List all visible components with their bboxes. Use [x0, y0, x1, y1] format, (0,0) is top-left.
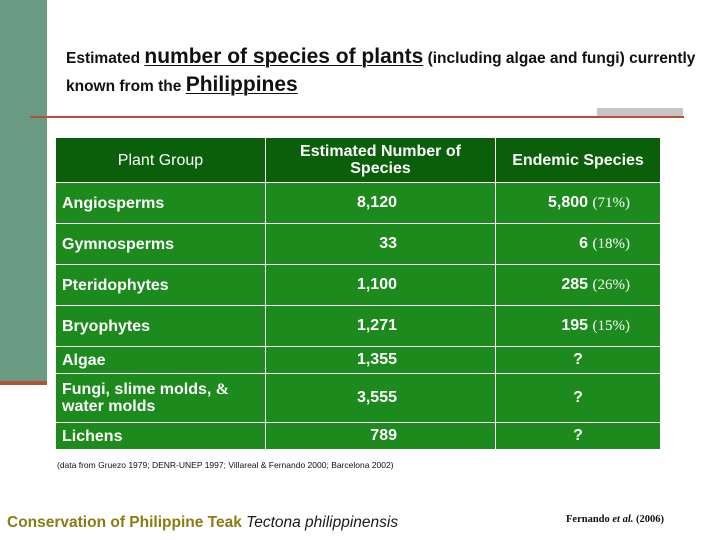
cell-plant-group: Gymnosperms	[55, 223, 266, 265]
endemic-percent: (71%)	[592, 195, 631, 211]
species-table: Plant Group Estimated Number of Species …	[55, 137, 661, 450]
header-plant-group: Plant Group	[55, 137, 266, 183]
table-row: Bryophytes 1,271 195 (15%)	[55, 305, 661, 347]
cell-endemic: ?	[495, 373, 661, 423]
title-divider	[30, 116, 684, 118]
header-estimated-number: Estimated Number of Species	[265, 137, 496, 183]
table-row: Fungi, slime molds, & water molds 3,555 ?	[55, 373, 661, 423]
cell-plant-group: Fungi, slime molds, & water molds	[55, 373, 266, 423]
header-endemic-species: Endemic Species	[495, 137, 661, 183]
cell-plant-group: Bryophytes	[55, 305, 266, 347]
credit-etal: et al.	[612, 514, 634, 525]
cell-endemic: 195 (15%)	[495, 305, 661, 347]
cell-species-count: 33	[265, 223, 496, 265]
cell-endemic: 5,800 (71%)	[495, 182, 661, 224]
endemic-count: 195	[561, 317, 589, 334]
footer-scientific-name: Tectona philippinensis	[246, 514, 399, 531]
credit-author: Fernando	[566, 514, 613, 525]
cell-endemic: 6 (18%)	[495, 223, 661, 265]
cell-plant-group: Lichens	[55, 422, 266, 450]
cell-species-count: 789	[265, 422, 496, 450]
table-row: Algae 1,355 ?	[55, 346, 661, 374]
cell-endemic: ?	[495, 422, 661, 450]
cell-species-count: 3,555	[265, 373, 496, 423]
cell-endemic: 285 (26%)	[495, 264, 661, 306]
title-part-1: Estimated	[66, 50, 145, 67]
cell-plant-group: Algae	[55, 346, 266, 374]
endemic-count: 6	[579, 235, 589, 252]
table-row: Angiosperms 8,120 5,800 (71%)	[55, 182, 661, 224]
cell-plant-group: Pteridophytes	[55, 264, 266, 306]
cell-species-count: 8,120	[265, 182, 496, 224]
group-line-1: Fungi, slime molds,	[62, 381, 216, 398]
endemic-percent: (18%)	[592, 236, 631, 252]
table-header-row: Plant Group Estimated Number of Species …	[55, 137, 661, 183]
title-accent-block	[597, 108, 683, 116]
endemic-count: 5,800	[548, 194, 589, 211]
source-note: (data from Gruezo 1979; DENR-UNEP 1997; …	[57, 460, 394, 470]
cell-endemic: ?	[495, 346, 661, 374]
cell-species-count: 1,100	[265, 264, 496, 306]
group-line-2: water molds	[62, 398, 156, 415]
footer-conservation: Conservation of Philippine Teak	[7, 514, 242, 531]
footer-caption: Conservation of Philippine Teak Tectona …	[7, 514, 398, 532]
cell-species-count: 1,271	[265, 305, 496, 347]
side-accent-edge	[0, 381, 47, 385]
endemic-percent: (15%)	[592, 318, 631, 334]
title-part-2: (including algae and fungi) currently kn…	[66, 50, 696, 95]
table-row: Gymnosperms 33 6 (18%)	[55, 223, 661, 265]
endemic-percent: (26%)	[592, 277, 631, 293]
slide-title: Estimated number of species of plants (i…	[66, 44, 706, 100]
side-accent-bar	[0, 0, 47, 384]
group-ampersand: &	[215, 381, 230, 398]
cell-species-count: 1,355	[265, 346, 496, 374]
title-highlight-1: number of species of plants	[144, 45, 424, 68]
credit: Fernando et al. (2006)	[566, 514, 664, 525]
cell-plant-group: Angiosperms	[55, 182, 266, 224]
table-row: Lichens 789 ?	[55, 422, 661, 450]
endemic-count: 285	[561, 276, 589, 293]
credit-year: (2006)	[633, 514, 665, 525]
table-row: Pteridophytes 1,100 285 (26%)	[55, 264, 661, 306]
title-highlight-2: Philippines	[185, 73, 298, 96]
